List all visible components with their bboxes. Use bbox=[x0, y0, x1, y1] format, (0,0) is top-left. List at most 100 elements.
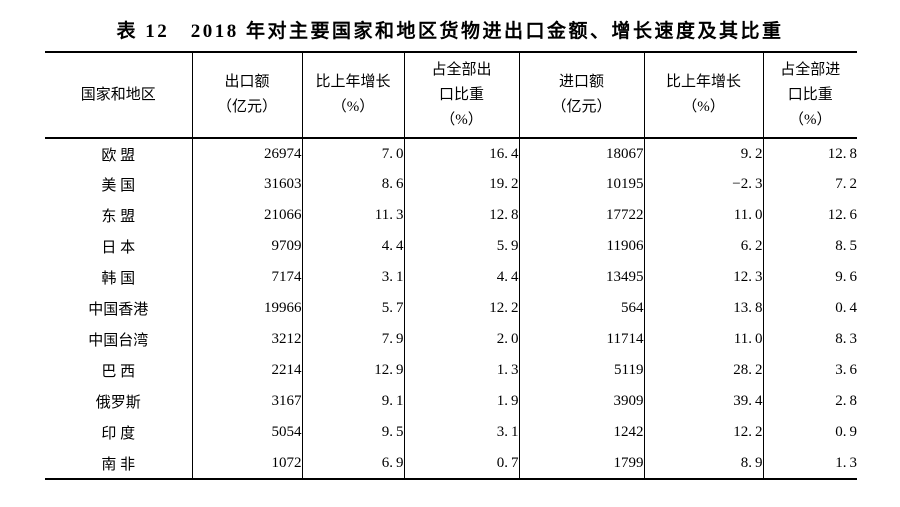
cell-import_growth: 28. 2 bbox=[643, 355, 763, 386]
table-row: 日 本 9709 4. 4 5. 9 11906 6. 2 8. 5 bbox=[45, 231, 857, 262]
cell-export_share: 16. 4 bbox=[403, 138, 519, 169]
cell-export_value: 7174 bbox=[191, 262, 302, 293]
column-header-import_value: 进口额 （亿元） bbox=[518, 52, 644, 139]
column-header-import_growth: 比上年增长 （%） bbox=[643, 52, 763, 139]
cell-import_value: 1242 bbox=[518, 417, 644, 448]
cell-export_share: 2. 0 bbox=[403, 324, 519, 355]
column-header-region: 国家和地区 bbox=[45, 52, 192, 139]
table-row: 韩 国 7174 3. 1 4. 4 13495 12. 3 9. 6 bbox=[45, 262, 857, 293]
table-row: 印 度 5054 9. 5 3. 1 1242 12. 2 0. 9 bbox=[45, 417, 857, 448]
table-row: 俄罗斯 3167 9. 1 1. 9 3909 39. 4 2. 8 bbox=[45, 386, 857, 417]
cell-export_growth: 3. 1 bbox=[301, 262, 404, 293]
header-row: 国家和地区 出口额 （亿元） 比上年增长 （%） 占全部出 口比重 （%） 进口额 （亿元） 比上年… bbox=[45, 52, 857, 139]
cell-region: 韩 国 bbox=[101, 271, 136, 287]
table-row: 东 盟 21066 11. 3 12. 8 17722 11. 0 12. 6 bbox=[45, 200, 857, 231]
cell-import_value: 5119 bbox=[518, 355, 644, 386]
cell-export_growth: 9. 1 bbox=[301, 386, 404, 417]
cell-export_value: 1072 bbox=[191, 448, 302, 479]
cell-region: 欧 盟 bbox=[101, 147, 136, 164]
cell-export_value: 26974 bbox=[191, 138, 302, 169]
cell-import_value: 18067 bbox=[518, 138, 644, 169]
cell-import_share: 9. 6 bbox=[762, 262, 857, 293]
cell-import_growth: 6. 2 bbox=[643, 231, 763, 262]
table-header: 国家和地区 出口额 （亿元） 比上年增长 （%） 占全部出 口比重 （%） 进口额 （亿元） 比上年… bbox=[45, 52, 857, 139]
cell-import_growth: 11. 0 bbox=[643, 200, 763, 231]
cell-import_share: 8. 3 bbox=[762, 324, 857, 355]
cell-export_share: 19. 2 bbox=[403, 169, 519, 200]
column-header-export_growth: 比上年增长 （%） bbox=[301, 52, 404, 139]
cell-export_value: 21066 bbox=[191, 200, 302, 231]
cell-import_share: 0. 4 bbox=[762, 293, 857, 324]
cell-import_value: 3909 bbox=[518, 386, 644, 417]
cell-export_share: 12. 2 bbox=[403, 293, 519, 324]
cell-region: 印 度 bbox=[101, 426, 136, 442]
cell-export_share: 0. 7 bbox=[403, 448, 519, 479]
cell-export_growth: 12. 9 bbox=[301, 355, 404, 386]
cell-export_value: 2214 bbox=[191, 355, 302, 386]
cell-region: 中国台湾 bbox=[88, 333, 149, 349]
cell-import_growth: 11. 0 bbox=[643, 324, 763, 355]
cell-export_growth: 7. 0 bbox=[301, 138, 404, 169]
cell-export_value: 19966 bbox=[191, 293, 302, 324]
cell-export_value: 3167 bbox=[191, 386, 302, 417]
cell-import_value: 11906 bbox=[518, 231, 644, 262]
cell-import_value: 1799 bbox=[518, 448, 644, 479]
cell-import_share: 12. 8 bbox=[762, 138, 857, 169]
table-row: 中国香港 19966 5. 7 12. 2 564 13. 8 0. 4 bbox=[45, 293, 857, 324]
cell-export_share: 1. 9 bbox=[403, 386, 519, 417]
cell-import_share: 1. 3 bbox=[762, 448, 857, 479]
cell-import_share: 0. 9 bbox=[762, 417, 857, 448]
cell-export_share: 1. 3 bbox=[403, 355, 519, 386]
cell-region: 巴 西 bbox=[101, 364, 136, 380]
table-row: 中国台湾 3212 7. 9 2. 0 11714 11. 0 8. 3 bbox=[45, 324, 857, 355]
cell-export_share: 12. 8 bbox=[403, 200, 519, 231]
table-title: 表 12 2018 年对主要国家和地区货物进出口金额、增长速度及其比重 bbox=[116, 21, 784, 42]
cell-import_value: 13495 bbox=[518, 262, 644, 293]
table-row: 南 非 1072 6. 9 0. 7 1799 8. 9 1. 3 bbox=[45, 448, 857, 479]
trade-table: 国家和地区 出口额 （亿元） 比上年增长 （%） 占全部出 口比重 （%） 进口额 （亿元） 比上年… bbox=[45, 51, 857, 480]
cell-export_share: 3. 1 bbox=[403, 417, 519, 448]
cell-import_growth: 12. 2 bbox=[643, 417, 763, 448]
cell-region: 美 国 bbox=[101, 178, 136, 194]
cell-region: 南 非 bbox=[101, 456, 136, 473]
cell-region: 日 本 bbox=[101, 240, 136, 256]
cell-region: 中国香港 bbox=[88, 302, 149, 318]
cell-import_share: 3. 6 bbox=[762, 355, 857, 386]
cell-export_growth: 7. 9 bbox=[301, 324, 404, 355]
cell-import_growth: −2. 3 bbox=[643, 169, 763, 200]
column-header-import_share: 占全部进 口比重 （%） bbox=[762, 52, 857, 139]
column-header-export_share: 占全部出 口比重 （%） bbox=[403, 52, 519, 139]
cell-import_growth: 8. 9 bbox=[643, 448, 763, 479]
cell-export_value: 5054 bbox=[191, 417, 302, 448]
table-row: 美 国 31603 8. 6 19. 2 10195 −2. 3 7. 2 bbox=[45, 169, 857, 200]
cell-import_growth: 9. 2 bbox=[643, 138, 763, 169]
cell-import_growth: 13. 8 bbox=[643, 293, 763, 324]
cell-export_growth: 8. 6 bbox=[301, 169, 404, 200]
cell-export_growth: 9. 5 bbox=[301, 417, 404, 448]
table-row: 欧 盟 26974 7. 0 16. 4 18067 9. 2 12. 8 bbox=[45, 138, 857, 169]
cell-import_share: 12. 6 bbox=[762, 200, 857, 231]
table-row: 巴 西 2214 12. 9 1. 3 5119 28. 2 3. 6 bbox=[45, 355, 857, 386]
cell-import_share: 2. 8 bbox=[762, 386, 857, 417]
cell-import_value: 564 bbox=[518, 293, 644, 324]
cell-export_value: 9709 bbox=[191, 231, 302, 262]
cell-region: 俄罗斯 bbox=[95, 395, 141, 411]
cell-export_growth: 6. 9 bbox=[301, 448, 404, 479]
cell-export_value: 31603 bbox=[191, 169, 302, 200]
cell-export_growth: 11. 3 bbox=[301, 200, 404, 231]
cell-export_value: 3212 bbox=[191, 324, 302, 355]
cell-import_value: 10195 bbox=[518, 169, 644, 200]
cell-export_share: 4. 4 bbox=[403, 262, 519, 293]
cell-import_value: 17722 bbox=[518, 200, 644, 231]
cell-import_share: 8. 5 bbox=[762, 231, 857, 262]
column-header-export_value: 出口额 （亿元） bbox=[191, 52, 302, 139]
cell-export_growth: 4. 4 bbox=[301, 231, 404, 262]
cell-import_value: 11714 bbox=[518, 324, 644, 355]
cell-export_growth: 5. 7 bbox=[301, 293, 404, 324]
cell-import_growth: 39. 4 bbox=[643, 386, 763, 417]
cell-export_share: 5. 9 bbox=[403, 231, 519, 262]
cell-import_share: 7. 2 bbox=[762, 169, 857, 200]
cell-region: 东 盟 bbox=[101, 209, 136, 225]
